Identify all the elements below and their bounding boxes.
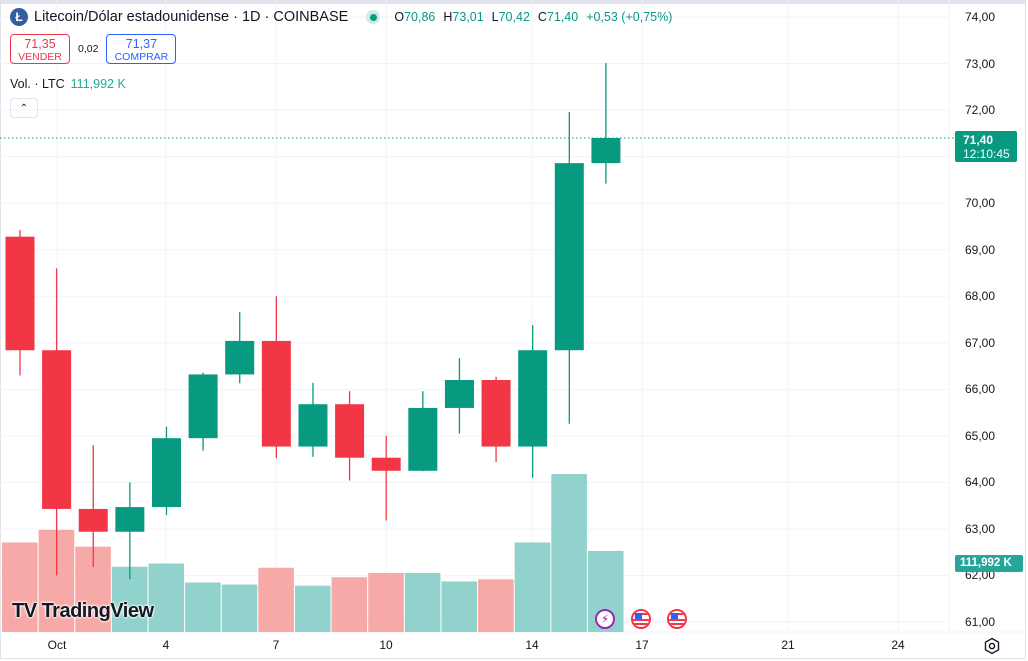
sell-price: 71,35 [24, 37, 56, 51]
candle-body[interactable] [591, 138, 621, 164]
time-axis-label: Oct [47, 638, 67, 652]
us-flag-event-icon[interactable] [631, 609, 651, 629]
change-value: +0,53 (+0,75%) [586, 10, 673, 24]
high-value: 73,01 [452, 10, 484, 24]
volume-label[interactable]: Vol. · LTC [10, 77, 65, 91]
tradingview-mark-icon: TV [12, 600, 37, 622]
trade-panel: 71,35 VENDER 0,02 71,37 COMPRAR [10, 34, 177, 64]
volume-tag: 111,992 K [955, 555, 1023, 572]
price-axis-label: 74,00 [965, 10, 996, 24]
time-axis-label: 4 [162, 638, 170, 652]
candle-body[interactable] [554, 163, 584, 351]
collapse-legend-button[interactable]: ⌃ [10, 98, 38, 118]
candle-body[interactable] [481, 380, 511, 447]
volume-bar [294, 585, 331, 632]
candle-body[interactable] [188, 374, 218, 439]
close-value: 71,40 [546, 10, 579, 24]
litecoin-icon: Ł [10, 8, 28, 26]
buy-button[interactable]: 71,37 COMPRAR [106, 34, 177, 64]
candle-body[interactable] [408, 407, 438, 471]
candle-body[interactable] [298, 404, 328, 447]
volume-legend: Vol. · LTC 111,992 K [10, 77, 126, 91]
volume-bar [441, 581, 478, 632]
us-flag-icon [633, 611, 649, 627]
chevron-up-icon: ⌃ [19, 102, 29, 114]
open-label: O [394, 10, 405, 24]
tradingview-logo[interactable]: TV TradingView [12, 600, 154, 623]
price-axis-label: 69,00 [965, 242, 996, 257]
volume-bar [368, 573, 404, 632]
low-value: 70,42 [498, 10, 530, 24]
sell-label: VENDER [18, 51, 62, 63]
candle-body[interactable] [151, 438, 181, 508]
volume-bar [258, 567, 294, 632]
candle-body[interactable] [78, 508, 108, 532]
volume-bar [331, 577, 368, 632]
price-axis-label: 72,00 [965, 103, 996, 118]
candle-body[interactable] [335, 404, 365, 458]
us-flag-icon [669, 611, 685, 627]
volume-bar [2, 542, 38, 632]
last-price-tag: 71,40 12:10:45 [955, 131, 1017, 162]
candle-body[interactable] [371, 457, 401, 471]
settings-icon[interactable] [983, 637, 1001, 655]
tradingview-text: TradingView [41, 600, 154, 622]
buy-price: 71,37 [125, 37, 158, 51]
time-axis-label: 17 [635, 638, 649, 652]
time-axis-label: 7 [272, 638, 280, 652]
volume-value: 111,992 K [70, 77, 126, 91]
time-axis-label: 21 [781, 638, 795, 652]
open-value: 70,86 [404, 10, 436, 24]
ohlc-values: O70,86 H73,01 L70,42 C71,40 +0,53 (+0,75… [394, 10, 672, 24]
candle-body[interactable] [444, 380, 474, 408]
volume-bar [478, 579, 514, 632]
volume-bar [404, 573, 441, 632]
bar-countdown: 12:10:45 [963, 147, 1010, 161]
high-label: H [443, 10, 453, 24]
price-axis-label: 66,00 [965, 382, 996, 397]
volume-bar [514, 542, 551, 632]
price-axis-label: 70,00 [965, 196, 996, 211]
us-flag-event-icon[interactable] [667, 609, 687, 629]
price-axis-label: 64,00 [965, 475, 996, 490]
candle-body[interactable] [518, 350, 548, 447]
volume-bar [551, 474, 587, 632]
time-axis-label: 10 [379, 638, 393, 652]
candle-body[interactable] [261, 340, 291, 447]
market-open-dot [366, 10, 381, 24]
last-price-value: 71,40 [963, 133, 994, 147]
candle-body[interactable] [5, 236, 35, 351]
candle-body[interactable] [225, 340, 255, 375]
close-label: C [537, 10, 547, 24]
spread-value: 0,02 [78, 43, 99, 55]
price-axis-label: 63,00 [965, 521, 996, 536]
candle-body[interactable] [115, 507, 145, 532]
price-axis-label: 73,00 [965, 56, 996, 71]
price-axis-label: 61,00 [965, 615, 996, 630]
price-axis-label: 68,00 [965, 289, 996, 304]
low-label: L [491, 10, 499, 24]
candle-body[interactable] [42, 350, 72, 509]
sell-button[interactable]: 71,35 VENDER [10, 34, 70, 64]
volume-bar [148, 563, 185, 632]
lightning-event-icon[interactable]: ⚡︎ [595, 609, 615, 629]
volume-bar [185, 582, 221, 632]
price-axis-label: 67,00 [965, 335, 996, 350]
time-axis-label: 14 [525, 638, 539, 652]
price-axis-label: 65,00 [965, 428, 996, 443]
buy-label: COMPRAR [114, 51, 169, 63]
time-axis-label: 24 [891, 638, 905, 652]
volume-bar [221, 584, 258, 632]
symbol-legend: Ł Litecoin/Dólar estadounidense · 1D · C… [10, 8, 672, 26]
symbol-title[interactable]: Litecoin/Dólar estadounidense · 1D · COI… [34, 9, 349, 25]
